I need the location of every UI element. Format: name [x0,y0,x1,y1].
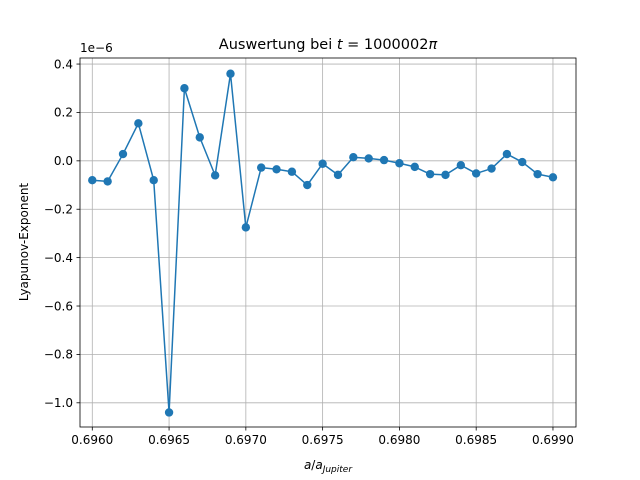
data-series [88,69,558,417]
y-tick-label: −0.6 [44,299,73,313]
data-point [502,149,512,159]
y-tick-label: 0.2 [54,106,73,120]
data-point [395,159,404,168]
data-point [425,169,435,179]
y-tick-label: −0.2 [44,203,73,217]
y-offset-label: 1e−6 [80,41,113,55]
data-point [410,162,419,172]
x-tick-label: 0.6980 [378,433,420,447]
y-axis-label: Lyapunov-Exponent [17,183,31,302]
data-point [210,171,220,180]
x-tick-label: 0.6970 [225,433,267,447]
data-point [287,167,297,176]
x-tick-label: 0.6990 [532,433,574,447]
data-point [118,149,128,159]
x-tick-label: 0.6965 [148,433,190,447]
axis-ticks: 0.6960 0.6965 0.6970 0.6975 0.6980 0.6985 0.69… [44,57,574,447]
x-tick-label: 0.6985 [455,433,497,447]
plot-area [80,58,576,427]
chart-title: Auswertung bei t = 1000002π [219,37,438,53]
plot-frame [79,57,577,428]
data-point [195,133,204,142]
y-tick-label: 0.4 [54,57,73,71]
x-tick-label: 0.6960 [71,433,113,447]
data-point [164,408,174,417]
data-point [241,223,251,232]
data-point [548,173,558,182]
data-point [471,169,481,178]
x-tick-label: 0.6975 [302,433,344,447]
data-point [533,169,542,179]
data-point [272,165,281,174]
data-point [487,164,496,173]
data-point [134,119,143,128]
data-point [88,175,97,185]
data-point [364,154,373,163]
grid-lines [80,58,576,427]
y-tick-label: −0.8 [44,348,73,362]
data-point [379,155,389,165]
data-point [103,177,112,186]
y-tick-label: 0.0 [54,154,73,168]
data-point [149,175,158,185]
data-point [349,153,358,162]
y-tick-label: −1.0 [44,396,73,410]
data-point [518,157,527,167]
data-point [456,160,466,170]
data-point [333,170,343,180]
data-point [180,84,189,93]
data-point [226,69,235,78]
data-point [441,170,450,180]
y-tick-label: −0.4 [44,251,73,265]
data-point [303,180,312,190]
data-point [318,159,327,168]
data-point [257,163,266,172]
